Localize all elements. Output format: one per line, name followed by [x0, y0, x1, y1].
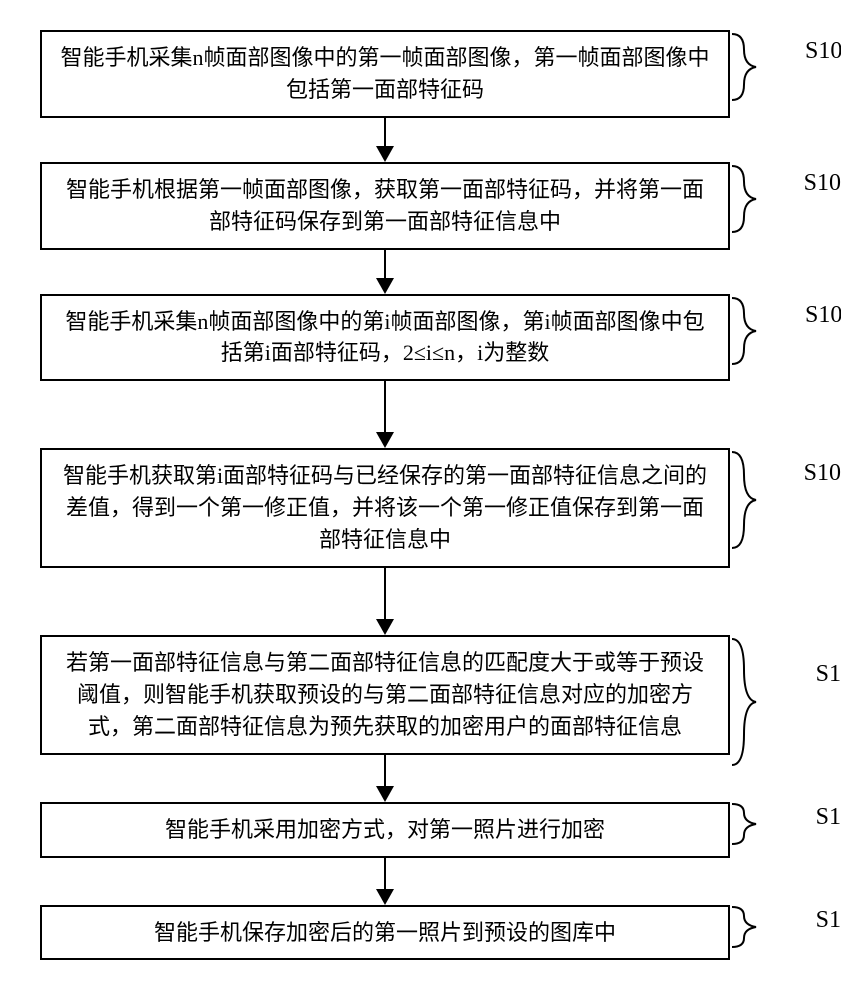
- flow-step: 智能手机采用加密方式，对第一照片进行加密 S103: [40, 802, 800, 858]
- brace-connector: [730, 296, 760, 366]
- step-label: S101a: [805, 38, 841, 65]
- brace-connector: [730, 164, 760, 234]
- brace-connector: [730, 32, 760, 102]
- arrow: [40, 381, 730, 448]
- flow-step: 智能手机保存加密后的第一照片到预设的图库中 S104: [40, 905, 800, 961]
- flow-box: 智能手机根据第一帧面部图像，获取第一面部特征码，并将第一面部特征码保存到第一面部…: [40, 162, 730, 250]
- step-label: S103: [816, 804, 841, 831]
- step-label: S101b: [804, 170, 841, 197]
- flow-box: 智能手机采用加密方式，对第一照片进行加密: [40, 802, 730, 858]
- arrow: [40, 858, 730, 905]
- arrow: [40, 250, 730, 294]
- flow-box: 若第一面部特征信息与第二面部特征信息的匹配度大于或等于预设阈值，则智能手机获取预…: [40, 635, 730, 755]
- flow-step: 智能手机采集n帧面部图像中的第i帧面部图像，第i帧面部图像中包括第i面部特征码，…: [40, 294, 800, 382]
- flow-step: 智能手机根据第一帧面部图像，获取第一面部特征码，并将第一面部特征码保存到第一面部…: [40, 162, 800, 250]
- flow-step: 智能手机采集n帧面部图像中的第一帧面部图像，第一帧面部图像中包括第一面部特征码 …: [40, 30, 800, 118]
- flow-box: 智能手机采集n帧面部图像中的第一帧面部图像，第一帧面部图像中包括第一面部特征码: [40, 30, 730, 118]
- arrow: [40, 755, 730, 802]
- brace-connector: [730, 802, 760, 846]
- flow-box: 智能手机采集n帧面部图像中的第i帧面部图像，第i帧面部图像中包括第i面部特征码，…: [40, 294, 730, 382]
- step-label: S104: [816, 907, 841, 934]
- step-label: S101d: [804, 460, 841, 487]
- flow-step: 智能手机获取第i面部特征码与已经保存的第一面部特征信息之间的差值，得到一个第一修…: [40, 448, 800, 568]
- brace-connector: [730, 637, 760, 767]
- flow-box: 智能手机获取第i面部特征码与已经保存的第一面部特征信息之间的差值，得到一个第一修…: [40, 448, 730, 568]
- flowchart-container: 智能手机采集n帧面部图像中的第一帧面部图像，第一帧面部图像中包括第一面部特征码 …: [40, 30, 800, 960]
- step-label: S101c: [805, 302, 841, 329]
- flow-box: 智能手机保存加密后的第一照片到预设的图库中: [40, 905, 730, 961]
- brace-connector: [730, 905, 760, 949]
- flow-step: 若第一面部特征信息与第二面部特征信息的匹配度大于或等于预设阈值，则智能手机获取预…: [40, 635, 800, 755]
- arrow: [40, 118, 730, 162]
- brace-connector: [730, 450, 760, 550]
- arrow: [40, 568, 730, 635]
- step-label: S102: [816, 661, 841, 688]
